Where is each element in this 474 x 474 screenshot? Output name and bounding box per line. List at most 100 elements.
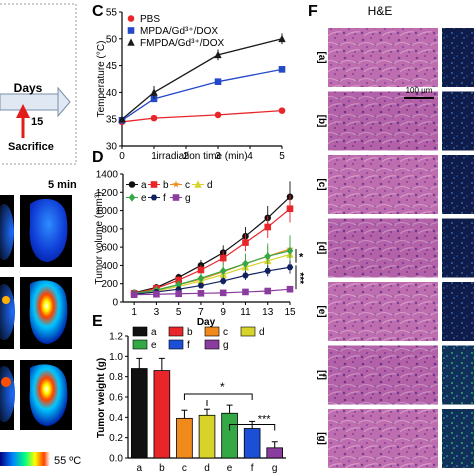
- y-axis-label: Temperature (°C): [96, 41, 107, 118]
- x-tick-label: 1: [151, 151, 157, 162]
- y-tick-label: 400: [101, 261, 118, 272]
- panel-letter-e: E: [92, 313, 103, 330]
- legend-marker: [150, 194, 158, 201]
- series-line-2: [121, 38, 283, 120]
- data-point: [264, 287, 272, 295]
- series-line-e: [134, 250, 291, 294]
- y-tick-label: 1200: [96, 188, 119, 199]
- scale-bar-label: 100 μm: [406, 86, 433, 95]
- thermal-hotspot-edge-3: [1, 377, 11, 387]
- legend-label: FMPDA/Gd³⁺/DOX: [140, 38, 225, 49]
- data-point: [242, 288, 249, 296]
- data-point: [150, 114, 158, 122]
- panel-letter-d: D: [92, 149, 104, 166]
- y-tick-label: 1400: [96, 170, 119, 181]
- y-tick-label: 0.8: [109, 372, 123, 383]
- data-point: [197, 290, 205, 297]
- fluorescence-image-2: [442, 155, 474, 214]
- legend-label: d: [259, 327, 265, 338]
- legend-swatch: [132, 339, 148, 350]
- series-line-d: [134, 253, 291, 295]
- left-fragment: Days 15 Sacrifice 5 min: [0, 3, 81, 467]
- data-point: [242, 272, 249, 279]
- x-tick-label: b: [159, 463, 165, 474]
- data-point: [197, 266, 205, 274]
- legend-label: b: [187, 327, 193, 338]
- he-image-tint-0: [328, 28, 438, 87]
- y-tick-label: 55: [106, 8, 118, 19]
- y-tick-label: 30: [106, 142, 118, 153]
- legend-marker: [128, 181, 136, 188]
- y-tick-label: 0.0: [109, 454, 123, 465]
- legend-label: b: [163, 180, 169, 191]
- y-tick-label: 1.0: [109, 352, 123, 363]
- y-tick-label: 0.6: [109, 393, 123, 404]
- x-axis-label: irradiation time (min): [156, 151, 247, 162]
- series-line-a: [133, 196, 291, 294]
- fluorescence-image-6: [442, 409, 474, 468]
- row-label: [b]: [316, 115, 327, 128]
- data-point: [214, 50, 222, 59]
- row-label: [a]: [316, 51, 327, 63]
- data-point: [286, 285, 294, 293]
- series-line-0: [121, 109, 283, 123]
- data-point: [197, 274, 205, 283]
- data-point: [264, 268, 272, 274]
- fluorescence-image-1: [442, 91, 474, 151]
- panel-letter-c: C: [92, 3, 104, 20]
- data-point: [214, 111, 222, 119]
- significance-label: ***: [294, 272, 305, 284]
- x-tick-label: 9: [220, 307, 226, 318]
- thermal-body-edge-1: [0, 204, 14, 260]
- y-tick-label: 0.2: [109, 433, 123, 444]
- legend-marker: [172, 194, 180, 201]
- he-image-5: [328, 345, 438, 405]
- data-point: [286, 246, 294, 255]
- data-point: [219, 254, 227, 262]
- legend-label: f: [163, 193, 166, 204]
- legend-marker: [127, 27, 135, 34]
- data-point: [278, 66, 286, 73]
- data-point: [175, 290, 182, 298]
- data-point: [264, 223, 272, 231]
- y-tick-label: 45: [106, 61, 118, 72]
- bar-b: [153, 370, 171, 459]
- legend-marker: [194, 180, 202, 188]
- series-line-1: [121, 68, 283, 121]
- significance-bracket: [183, 393, 253, 400]
- fluorescence-image-5: [442, 345, 474, 405]
- data-point: [286, 205, 294, 213]
- data-point: [175, 280, 182, 289]
- x-tick-label: 3: [215, 151, 221, 162]
- thermal-body-1: [29, 198, 68, 262]
- data-point: [219, 289, 227, 297]
- he-image-tint-3: [328, 218, 438, 278]
- data-point: [130, 291, 138, 298]
- significance-label: *: [299, 251, 304, 263]
- series-line-g: [134, 288, 291, 296]
- legend-swatch: [204, 326, 220, 337]
- he-image-tint-5: [328, 345, 438, 405]
- data-point: [197, 282, 205, 289]
- he-image-tint-6: [328, 409, 438, 468]
- x-tick-label: e: [227, 463, 233, 474]
- data-point: [175, 276, 182, 284]
- legend-label: g: [185, 193, 191, 204]
- x-tick-label: 11: [240, 307, 251, 318]
- y-tick-label: 50: [106, 34, 118, 45]
- he-image-2: [328, 155, 438, 214]
- legend-swatch: [204, 339, 220, 350]
- y-axis-label: Tumor weight (g): [96, 358, 107, 438]
- series-line-b: [134, 208, 291, 294]
- x-tick-label: f: [251, 463, 254, 474]
- row-label: [g]: [316, 432, 327, 445]
- y-tick-label: 1.2: [109, 332, 123, 343]
- sacrifice-label: Sacrifice: [8, 141, 54, 153]
- x-tick-label: 15: [284, 307, 296, 318]
- he-image-1: [328, 91, 438, 151]
- x-tick-label: 2: [183, 151, 189, 162]
- he-image-6: [328, 409, 438, 468]
- significance-label: ***: [258, 413, 272, 425]
- x-tick-label: 3: [154, 307, 160, 318]
- y-tick-label: 40: [106, 88, 118, 99]
